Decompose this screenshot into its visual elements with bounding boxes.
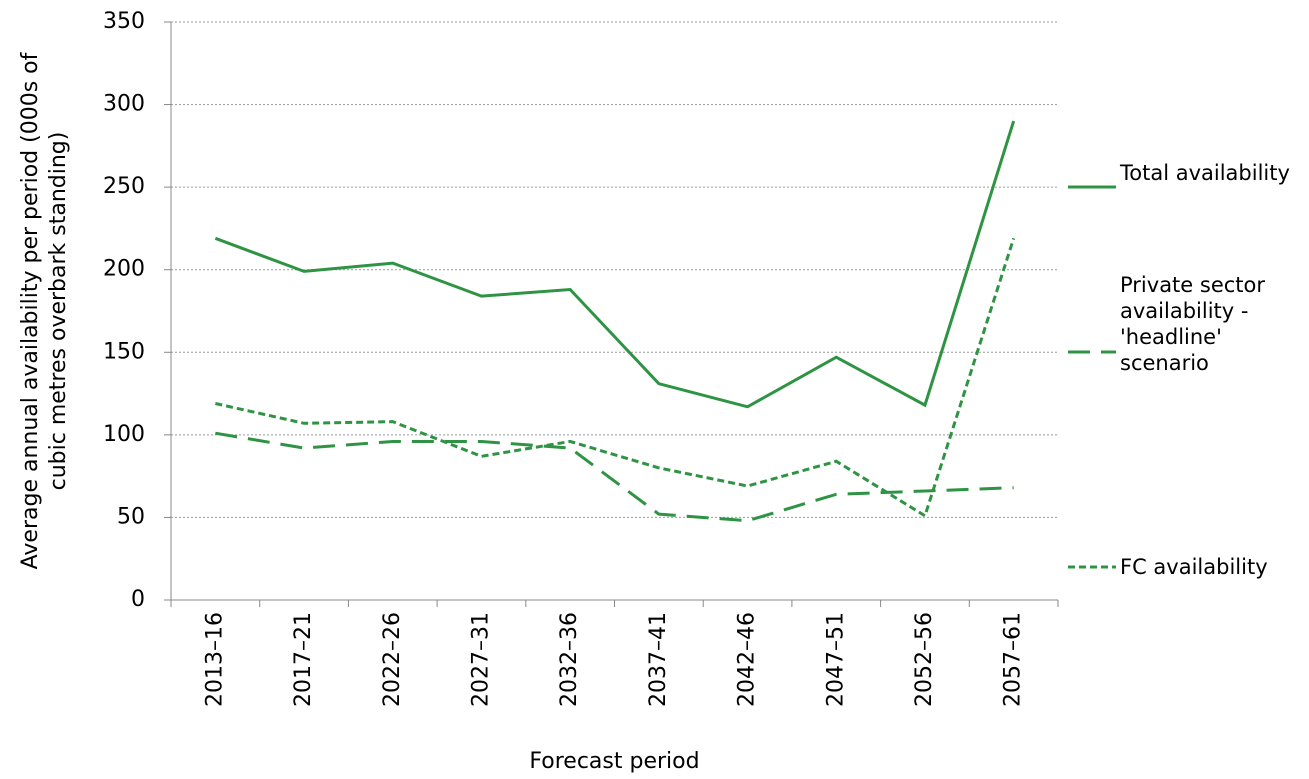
x-tick-label: 2037–41: [646, 612, 671, 707]
x-tick-label: 2022–26: [380, 612, 405, 707]
line-series: [215, 237, 1016, 519]
y-axis-title: Average annual availability per period (…: [18, 52, 71, 570]
x-axis-title: Forecast period: [529, 749, 699, 774]
y-tick-label: 300: [103, 92, 145, 117]
y-tick-label: 50: [117, 504, 145, 529]
x-tick-label: 2052–56: [912, 612, 937, 707]
x-tick-label: 2013–16: [202, 612, 227, 707]
line-series: [215, 431, 1014, 523]
line-series: [214, 120, 1016, 409]
y-tick-label: 250: [103, 174, 145, 199]
x-tick-label: 2017–21: [291, 612, 316, 707]
x-tick-label: 2057–61: [1001, 612, 1026, 707]
x-tick-label: 2027–31: [468, 612, 493, 707]
legend-label: Total availability: [1120, 161, 1290, 185]
legend-label: FC availability: [1120, 555, 1268, 579]
legend-label: Private sector availability - 'headline'…: [1120, 273, 1266, 375]
x-tick-label: 2042–46: [735, 612, 760, 707]
x-tick-label: 2047–51: [823, 612, 848, 707]
y-tick-label: 150: [103, 339, 145, 364]
y-tick-label: 100: [103, 422, 145, 447]
y-tick-label: 0: [131, 587, 145, 612]
y-tick-label: 200: [103, 257, 145, 282]
y-tick-label: 350: [103, 9, 145, 34]
x-tick-label: 2032–36: [557, 612, 582, 707]
